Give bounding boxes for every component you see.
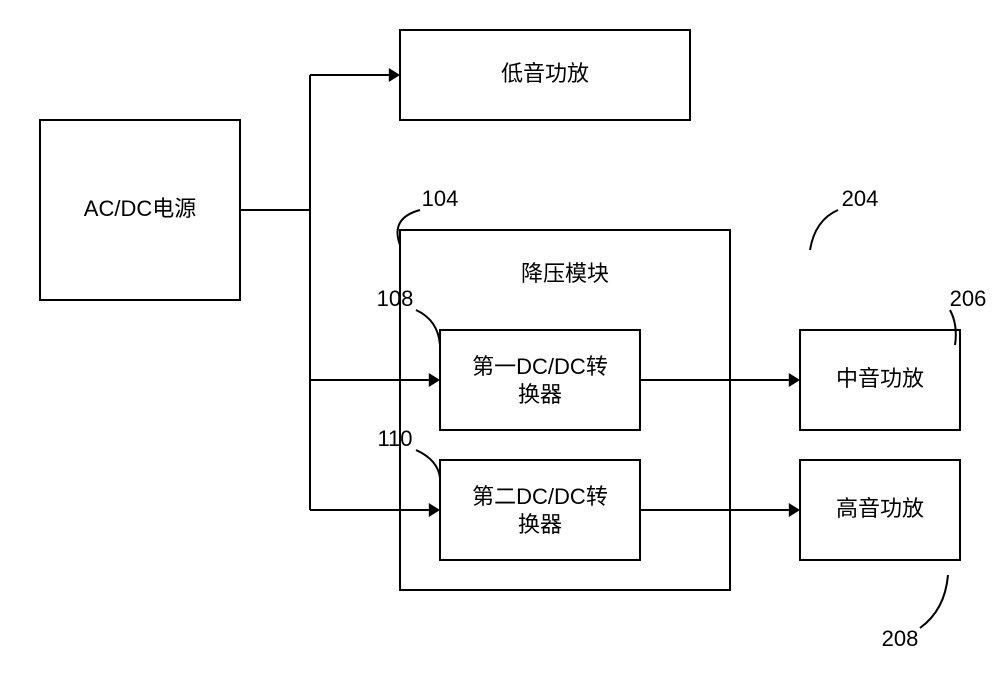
lead-108 — [416, 310, 440, 345]
lead-110 — [416, 450, 440, 478]
ref-206: 206 — [950, 286, 987, 311]
high-label: 高音功放 — [836, 496, 924, 521]
ref-104: 104 — [422, 186, 459, 211]
dcdc2-label-2: 换器 — [518, 512, 562, 537]
bass-label: 低音功放 — [501, 61, 589, 86]
ref-208: 208 — [882, 626, 919, 651]
lead-208 — [920, 575, 948, 628]
lead-206 — [950, 310, 956, 345]
dcdc2-box — [440, 460, 640, 560]
ref-108: 108 — [377, 286, 414, 311]
dcdc2-label-1: 第二DC/DC转 — [472, 484, 608, 509]
dcdc1-box — [440, 330, 640, 430]
ref-204: 204 — [842, 186, 879, 211]
ref-110: 110 — [377, 426, 412, 451]
buck-label: 降压模块 — [521, 261, 609, 286]
dcdc1-label-1: 第一DC/DC转 — [472, 354, 608, 379]
lead-204 — [810, 210, 838, 250]
mid-label: 中音功放 — [836, 366, 924, 391]
acdc-label: AC/DC电源 — [84, 196, 196, 221]
dcdc1-label-2: 换器 — [518, 382, 562, 407]
